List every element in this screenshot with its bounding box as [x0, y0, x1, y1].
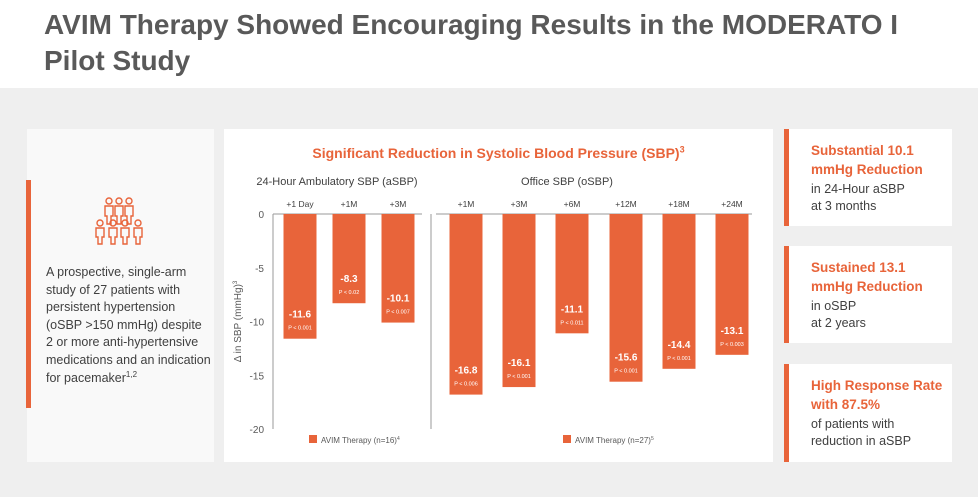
study-description-panel [27, 129, 214, 462]
x-tick-label: +18M [668, 199, 690, 209]
stat-card-substantial: Substantial 10.1 mmHg Reduction in 24-Ho… [784, 129, 952, 226]
bar [555, 214, 589, 334]
bar [609, 214, 643, 382]
legend-label: AVIM Therapy (n=27)5 [575, 436, 654, 445]
stat-body-line: at 3 months [811, 199, 877, 213]
data-label: -8.3 [340, 274, 358, 285]
stat-body-line: of patients with [811, 417, 895, 431]
y-tick-label: -20 [250, 425, 265, 436]
legend-label: AVIM Therapy (n=16)4 [321, 436, 400, 445]
p-value-label: P < 0.001 [614, 369, 638, 375]
p-value-label: P < 0.001 [288, 326, 312, 332]
data-label: -14.4 [668, 340, 691, 351]
stat-body-line: in 24-Hour aSBP [811, 182, 905, 196]
y-tick-label: 0 [258, 210, 264, 221]
study-description-text: A prospective, single-arm study of 27 pa… [46, 265, 211, 385]
data-label: -16.8 [455, 366, 478, 377]
x-tick-label: +3M [511, 199, 528, 209]
y-tick-label: -10 [250, 318, 265, 329]
y-tick-label: -15 [250, 371, 265, 382]
bar [715, 214, 749, 355]
stat-accent-bar [784, 246, 789, 343]
x-tick-label: +24M [721, 199, 743, 209]
study-description: A prospective, single-arm study of 27 pa… [46, 264, 212, 387]
panel-header: 24-Hour Ambulatory SBP (aSBP) [256, 176, 417, 188]
x-tick-label: +1M [458, 199, 475, 209]
study-description-sup: 1,2 [125, 369, 138, 379]
bar [332, 214, 366, 304]
stat-headline: Substantial 10.1 mmHg Reduction [811, 143, 923, 177]
bar [381, 214, 415, 323]
sbp-bar-chart: Significant Reduction in Systolic Blood … [233, 145, 752, 445]
p-value-label: P < 0.007 [386, 310, 410, 316]
x-tick-label: +6M [564, 199, 581, 209]
y-axis-label: Δ in SBP (mmHg)3 [233, 280, 244, 362]
stat-accent-bar [784, 129, 789, 226]
data-label: -15.6 [615, 353, 638, 364]
bar [502, 214, 536, 388]
stat-card-response-rate: High Response Rate with 87.5% of patient… [784, 364, 952, 462]
data-label: -13.1 [721, 326, 744, 337]
p-value-label: P < 0.001 [507, 374, 531, 380]
p-value-label: P < 0.003 [720, 342, 744, 348]
p-value-label: P < 0.011 [560, 320, 583, 326]
x-tick-label: +1M [341, 199, 358, 209]
stat-body-line: reduction in aSBP [811, 434, 912, 448]
panel-header: Office SBP (oSBP) [521, 176, 613, 188]
bar [449, 214, 483, 395]
stat-body-line: at 2 years [811, 316, 866, 330]
stat-card-sustained: Sustained 13.1 mmHg Reduction in oSBP at… [784, 246, 952, 343]
y-tick-label: -5 [255, 264, 264, 275]
legend-swatch [563, 435, 571, 443]
x-tick-label: +1 Day [286, 199, 314, 209]
p-value-label: P < 0.02 [339, 290, 360, 296]
people-group-icon [95, 197, 143, 245]
stat-headline: Sustained 13.1 mmHg Reduction [811, 260, 923, 294]
chart-title: Significant Reduction in Systolic Blood … [312, 145, 684, 161]
data-label: -11.1 [561, 304, 584, 315]
stat-accent-bar [784, 364, 789, 462]
page-title: AVIM Therapy Showed Encouraging Results … [44, 9, 899, 76]
data-label: -10.1 [387, 294, 410, 305]
data-label: -16.1 [508, 358, 531, 369]
accent-bar [26, 180, 31, 408]
bar [283, 214, 317, 339]
stat-headline: High Response Rate with 87.5% [811, 378, 943, 412]
p-value-label: P < 0.001 [667, 356, 691, 362]
stat-body-line: in oSBP [811, 299, 857, 313]
legend-swatch [309, 435, 317, 443]
x-tick-label: +12M [615, 199, 637, 209]
bar [662, 214, 696, 369]
x-tick-label: +3M [390, 199, 407, 209]
p-value-label: P < 0.006 [454, 382, 478, 388]
data-label: -11.6 [289, 310, 312, 321]
